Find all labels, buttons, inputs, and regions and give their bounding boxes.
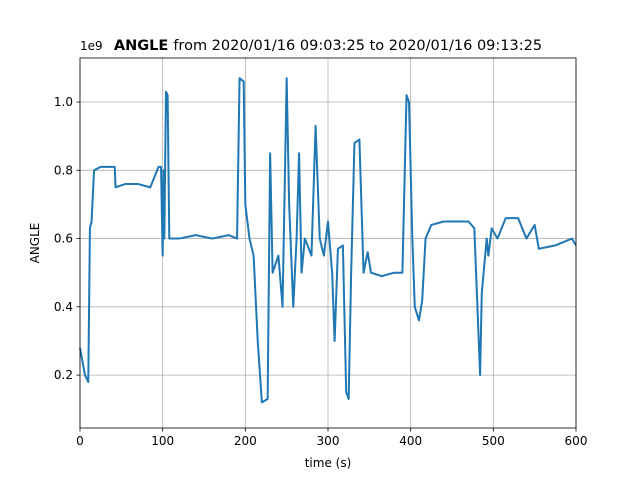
chart-title: ANGLE from 2020/01/16 09:03:25 to 2020/01… (114, 38, 542, 54)
x-axis-label: time (s) (305, 456, 352, 470)
plot-frame (79, 57, 577, 429)
y-tick-label: 0.8 (54, 163, 73, 177)
y-tick-label: 1.0 (54, 95, 73, 109)
x-tick-label: 0 (76, 434, 84, 448)
x-tick-label: 100 (151, 434, 174, 448)
y-offset: 1e9 (80, 39, 103, 53)
y-axis-label: ANGLE (28, 223, 42, 264)
x-tick-label: 600 (565, 434, 588, 448)
y-tick-label: 0.2 (54, 368, 73, 382)
y-tick-label: 0.4 (54, 300, 73, 314)
x-tick-label: 400 (399, 434, 422, 448)
x-tick-label: 500 (482, 434, 505, 448)
data-line (79, 77, 577, 404)
y-tick-label: 0.6 (54, 232, 73, 246)
title-name: ANGLE (114, 38, 168, 54)
x-tick-label: 300 (317, 434, 340, 448)
title-text: from 2020/01/16 09:03:25 to 2020/01/16 0… (173, 38, 542, 54)
x-tick-label: 200 (234, 434, 257, 448)
